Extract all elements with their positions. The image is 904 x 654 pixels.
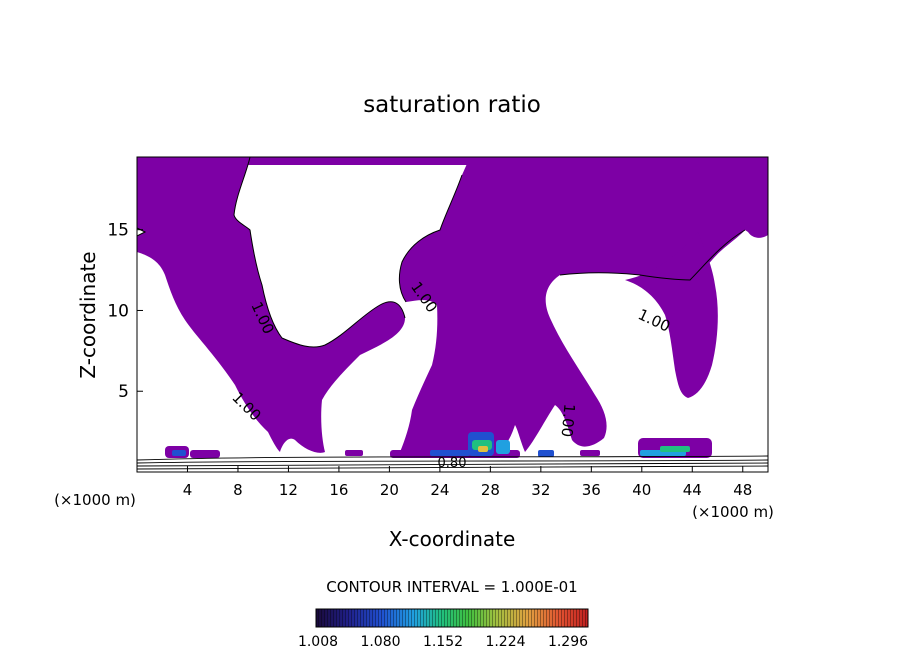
contour-line-right [559,229,746,281]
contour-line-center [398,174,463,303]
x-tick-label: 24 [430,481,449,499]
x-tick-label: 8 [233,481,243,499]
chart-title: saturation ratio [363,92,541,118]
x-tick-label: 28 [481,481,500,499]
x-axis-label: X-coordinate [389,527,516,551]
x-tick-label: 40 [632,481,651,499]
y-axis: 5 10 15 [107,221,143,402]
x-tick-label: 16 [329,481,348,499]
colorbar: 1.008 1.080 1.152 1.224 1.296 [298,608,589,650]
x-tick-label: 36 [582,481,601,499]
x-unit-left: (×1000 m) [54,491,136,509]
colorbar-tick-label: 1.152 [423,634,463,650]
saturation-region-right [625,232,718,398]
colorbar-tick-label: 1.080 [360,634,400,650]
x-axis: 4 8 12 16 20 24 28 32 36 40 44 48 [183,466,752,499]
y-tick-label: 15 [107,221,129,241]
x-unit-right: (×1000 m) [692,503,774,521]
ground-contours [136,455,769,470]
saturation-region-top-strip [137,157,768,165]
y-axis-label: Z-coordinate [76,251,100,378]
contour-label: 1.00 [558,403,579,438]
plot-frame [136,156,769,473]
y-tick-label: 10 [107,301,129,321]
colorbar-tick-label: 1.224 [485,634,525,650]
saturation-region-center [399,157,768,452]
contour-line-left [233,156,406,348]
plot-area: 1.00 1.00 1.00 1.00 1.00 0.80 [136,156,769,473]
contour-interval-text: CONTOUR INTERVAL = 1.000E-01 [326,578,577,596]
x-tick-label: 44 [683,481,702,499]
low-cloud-patches [165,432,712,458]
colorbar-tick-label: 1.008 [298,634,338,650]
x-tick-label: 32 [531,481,550,499]
x-tick-label: 48 [733,481,752,499]
y-tick-label: 5 [118,382,129,402]
saturation-region-left [137,157,405,453]
x-tick-label: 4 [183,481,193,499]
x-tick-label: 20 [380,481,399,499]
x-tick-label: 12 [279,481,298,499]
colorbar-tick-label: 1.296 [548,634,588,650]
contour-label: 0.80 [438,456,467,471]
